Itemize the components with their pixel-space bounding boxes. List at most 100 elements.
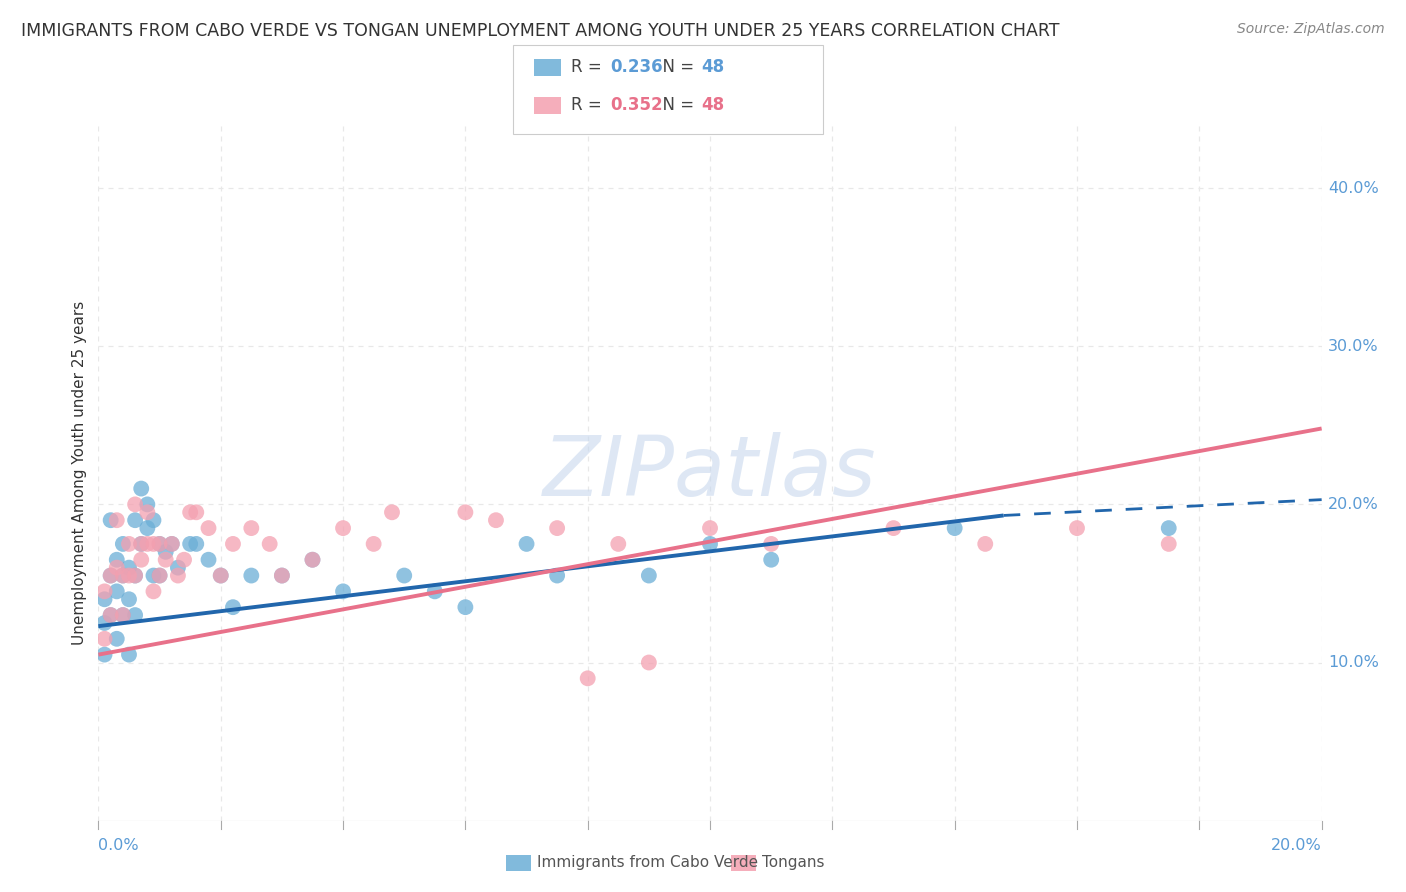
Point bbox=[118, 537, 141, 551]
Point bbox=[759, 552, 782, 567]
Point bbox=[392, 568, 416, 582]
Point bbox=[124, 568, 146, 582]
Point bbox=[124, 568, 146, 582]
Y-axis label: Unemployment Among Youth under 25 years: Unemployment Among Youth under 25 years bbox=[72, 301, 87, 645]
Point bbox=[485, 513, 508, 527]
Text: Immigrants from Cabo Verde: Immigrants from Cabo Verde bbox=[537, 855, 758, 870]
Text: N =: N = bbox=[652, 58, 700, 76]
Point bbox=[136, 505, 159, 519]
Point bbox=[209, 568, 232, 582]
Point bbox=[118, 592, 141, 607]
Point bbox=[100, 608, 122, 623]
Point bbox=[105, 552, 128, 567]
Text: 20.0%: 20.0% bbox=[1271, 838, 1322, 853]
Point bbox=[240, 521, 263, 535]
Point bbox=[270, 568, 292, 582]
Point bbox=[516, 537, 538, 551]
Point bbox=[381, 505, 404, 519]
Point bbox=[149, 537, 172, 551]
Point bbox=[301, 552, 323, 567]
Point bbox=[105, 632, 128, 646]
Point bbox=[100, 568, 122, 582]
Point bbox=[93, 615, 115, 630]
Point bbox=[883, 521, 905, 535]
Text: 0.0%: 0.0% bbox=[98, 838, 139, 853]
Text: Source: ZipAtlas.com: Source: ZipAtlas.com bbox=[1237, 22, 1385, 37]
Text: 10.0%: 10.0% bbox=[1327, 655, 1379, 670]
Text: 0.236: 0.236 bbox=[610, 58, 662, 76]
Point bbox=[179, 505, 201, 519]
Point bbox=[93, 584, 115, 599]
Point bbox=[699, 537, 721, 551]
Point bbox=[111, 608, 134, 623]
Point bbox=[186, 505, 208, 519]
Point bbox=[1157, 521, 1180, 535]
Point bbox=[100, 513, 122, 527]
Point bbox=[100, 608, 122, 623]
Point bbox=[124, 608, 146, 623]
Point bbox=[699, 521, 721, 535]
Text: N =: N = bbox=[652, 96, 700, 114]
Point bbox=[142, 537, 165, 551]
Text: 0.352: 0.352 bbox=[610, 96, 662, 114]
Text: Tongans: Tongans bbox=[762, 855, 824, 870]
Text: 20.0%: 20.0% bbox=[1327, 497, 1378, 512]
Point bbox=[301, 552, 323, 567]
Point bbox=[155, 545, 177, 559]
Point bbox=[1066, 521, 1088, 535]
Point bbox=[259, 537, 281, 551]
Point bbox=[173, 552, 195, 567]
Point bbox=[332, 584, 354, 599]
Point bbox=[1157, 537, 1180, 551]
Point bbox=[118, 560, 141, 574]
Text: 40.0%: 40.0% bbox=[1327, 181, 1378, 195]
Text: R =: R = bbox=[571, 58, 607, 76]
Point bbox=[240, 568, 263, 582]
Point bbox=[270, 568, 292, 582]
Point bbox=[160, 537, 183, 551]
Point bbox=[454, 600, 477, 615]
Point bbox=[100, 568, 122, 582]
Point bbox=[136, 537, 159, 551]
Point bbox=[111, 537, 134, 551]
Point bbox=[222, 537, 245, 551]
Point bbox=[105, 584, 128, 599]
Point bbox=[160, 537, 183, 551]
Point bbox=[155, 552, 177, 567]
Point bbox=[93, 592, 115, 607]
Point bbox=[546, 568, 568, 582]
Point bbox=[118, 568, 141, 582]
Point bbox=[142, 584, 165, 599]
Point bbox=[118, 648, 141, 662]
Point bbox=[129, 552, 152, 567]
Point bbox=[105, 560, 128, 574]
Point bbox=[363, 537, 385, 551]
Point bbox=[607, 537, 630, 551]
Point bbox=[222, 600, 245, 615]
Point bbox=[149, 568, 172, 582]
Point bbox=[129, 482, 152, 496]
Point bbox=[124, 497, 146, 511]
Point bbox=[759, 537, 782, 551]
Point bbox=[974, 537, 997, 551]
Point bbox=[179, 537, 201, 551]
Text: IMMIGRANTS FROM CABO VERDE VS TONGAN UNEMPLOYMENT AMONG YOUTH UNDER 25 YEARS COR: IMMIGRANTS FROM CABO VERDE VS TONGAN UNE… bbox=[21, 22, 1060, 40]
Point bbox=[142, 568, 165, 582]
Point bbox=[454, 505, 477, 519]
Point bbox=[943, 521, 966, 535]
Point bbox=[129, 537, 152, 551]
Point bbox=[209, 568, 232, 582]
Point bbox=[129, 537, 152, 551]
Text: ZIPatlas: ZIPatlas bbox=[543, 433, 877, 513]
Point bbox=[637, 568, 661, 582]
Point bbox=[124, 513, 146, 527]
Point bbox=[111, 568, 134, 582]
Point bbox=[186, 537, 208, 551]
Point bbox=[576, 671, 599, 685]
Point bbox=[105, 513, 128, 527]
Point bbox=[423, 584, 446, 599]
Point bbox=[197, 552, 219, 567]
Text: R =: R = bbox=[571, 96, 607, 114]
Point bbox=[136, 521, 159, 535]
Text: 48: 48 bbox=[702, 58, 724, 76]
